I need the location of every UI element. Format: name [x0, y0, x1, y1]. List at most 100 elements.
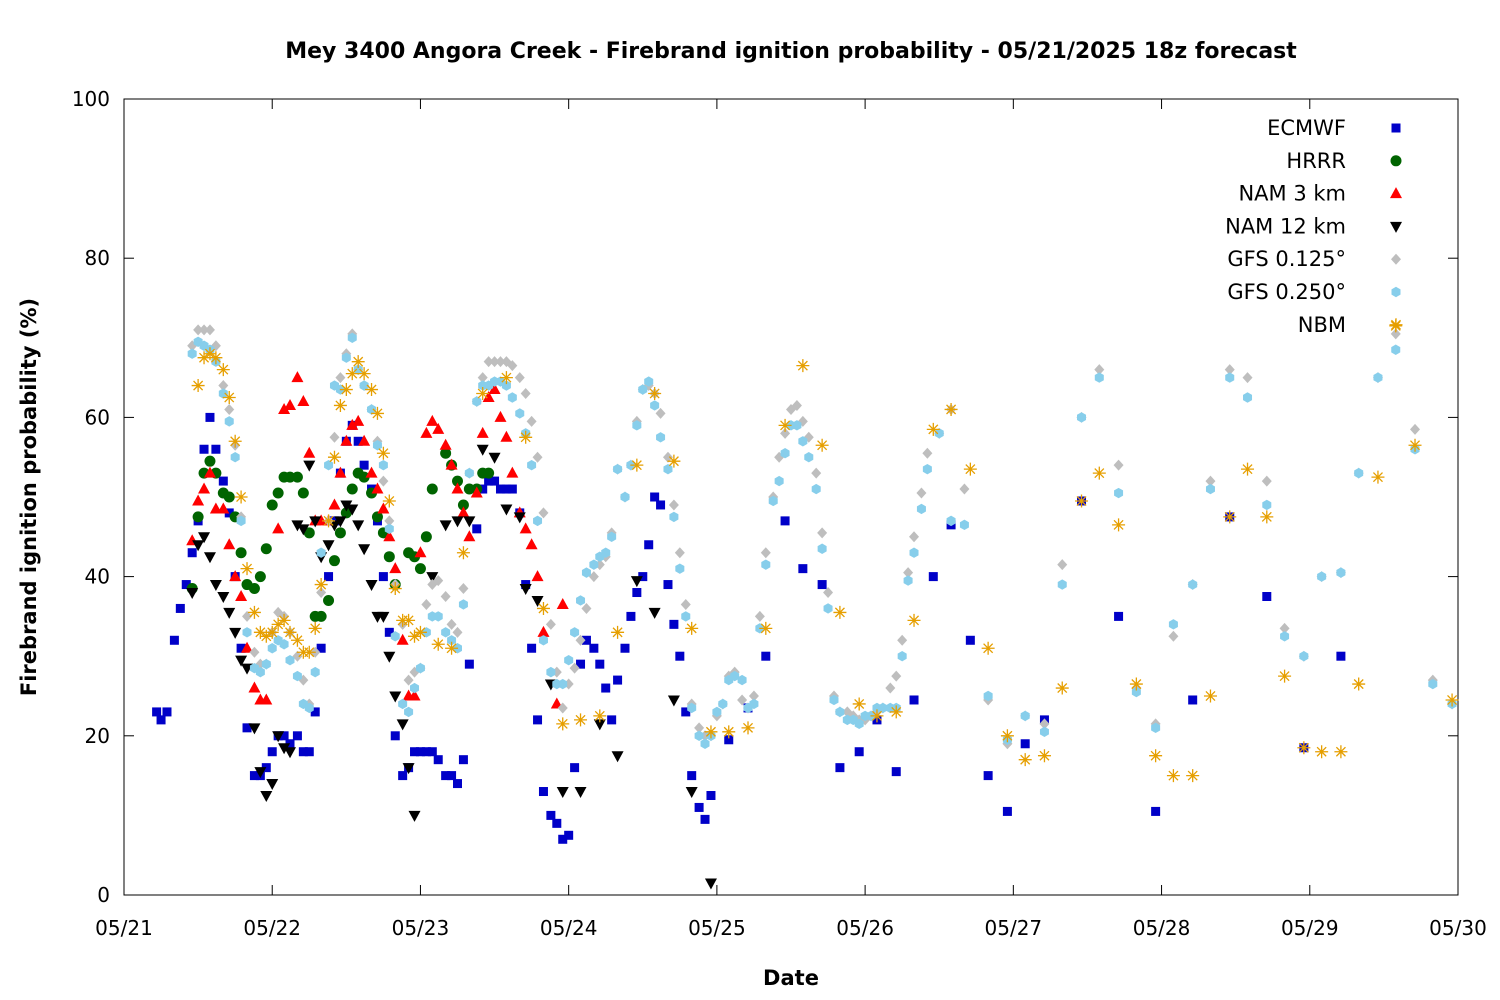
data-point [903, 567, 914, 579]
data-point [242, 627, 252, 638]
data-point [199, 444, 209, 454]
data-point [152, 707, 162, 717]
data-point [453, 779, 462, 789]
data-point [456, 546, 470, 560]
legend-marker [1390, 221, 1402, 233]
data-point [1168, 630, 1179, 642]
data-point [632, 420, 642, 431]
data-point [204, 455, 216, 467]
x-tick-label: 05/23 [392, 916, 450, 940]
data-point [620, 643, 630, 653]
data-point [1112, 518, 1126, 532]
data-point [792, 420, 802, 431]
data-point [203, 466, 216, 478]
data-point [323, 594, 335, 606]
data-point [414, 546, 427, 558]
data-point [780, 516, 790, 526]
data-point [365, 466, 378, 478]
data-point [352, 414, 365, 426]
data-point [574, 713, 588, 727]
data-point [581, 635, 591, 645]
data-point [310, 666, 320, 678]
data-point [722, 725, 736, 739]
data-point [291, 520, 304, 532]
data-point [1094, 372, 1104, 383]
data-point [581, 602, 592, 614]
data-point [934, 428, 944, 439]
data-point [447, 635, 457, 646]
data-point [339, 383, 353, 397]
data-point [272, 487, 284, 499]
data-point [421, 598, 432, 610]
data-point [383, 530, 396, 542]
data-point [218, 388, 228, 399]
data-point [1092, 466, 1106, 480]
data-point [169, 635, 179, 645]
x-tick-label: 05/22 [243, 916, 301, 940]
data-point [823, 587, 834, 599]
data-point [680, 598, 691, 610]
data-point [267, 747, 277, 757]
data-point [384, 515, 395, 527]
data-point [632, 588, 642, 598]
data-point [870, 709, 884, 723]
data-point [593, 719, 606, 731]
data-point [1037, 749, 1051, 763]
data-point [203, 552, 216, 564]
data-point [352, 520, 365, 532]
data-point [694, 722, 705, 734]
data-point [1352, 677, 1366, 691]
data-point [463, 530, 476, 542]
data-point [1203, 689, 1217, 703]
data-point [365, 383, 379, 397]
series-gfs-0-125 [187, 324, 1458, 750]
data-point [297, 394, 310, 406]
series-gfs-0-250 [187, 332, 1457, 749]
data-point [1057, 579, 1067, 590]
data-point [675, 651, 685, 661]
data-point [581, 567, 591, 578]
data-point [1131, 686, 1141, 698]
data-point [482, 391, 495, 402]
data-point [761, 651, 771, 661]
data-point [271, 617, 285, 631]
data-point [353, 364, 363, 375]
data-point [588, 571, 599, 583]
data-point [1149, 749, 1163, 763]
data-point [513, 512, 526, 524]
data-point [737, 694, 748, 706]
data-point [261, 658, 271, 670]
data-point [694, 730, 704, 741]
data-point [536, 601, 550, 615]
data-point [260, 791, 273, 802]
data-point [378, 572, 388, 582]
data-point [495, 484, 505, 494]
data-point [611, 751, 624, 763]
data-point [662, 451, 673, 463]
data-point [457, 506, 470, 518]
data-point [324, 459, 334, 471]
data-point [811, 467, 822, 479]
data-point [965, 635, 975, 645]
data-point [441, 627, 451, 638]
data-point [655, 407, 666, 419]
data-point [959, 483, 970, 495]
data-point [316, 587, 327, 599]
data-point [668, 499, 679, 511]
data-point [538, 635, 548, 646]
data-point [415, 662, 425, 674]
data-point [667, 454, 681, 468]
data-point [1077, 412, 1087, 423]
data-point [804, 452, 814, 463]
data-point [470, 486, 483, 498]
data-point [279, 731, 289, 741]
data-point [1002, 806, 1012, 816]
data-point [377, 611, 390, 623]
data-point [175, 603, 185, 613]
data-point [414, 563, 426, 575]
data-point [218, 476, 228, 486]
data-point [852, 697, 866, 711]
data-point [304, 747, 314, 757]
data-point [488, 452, 501, 464]
